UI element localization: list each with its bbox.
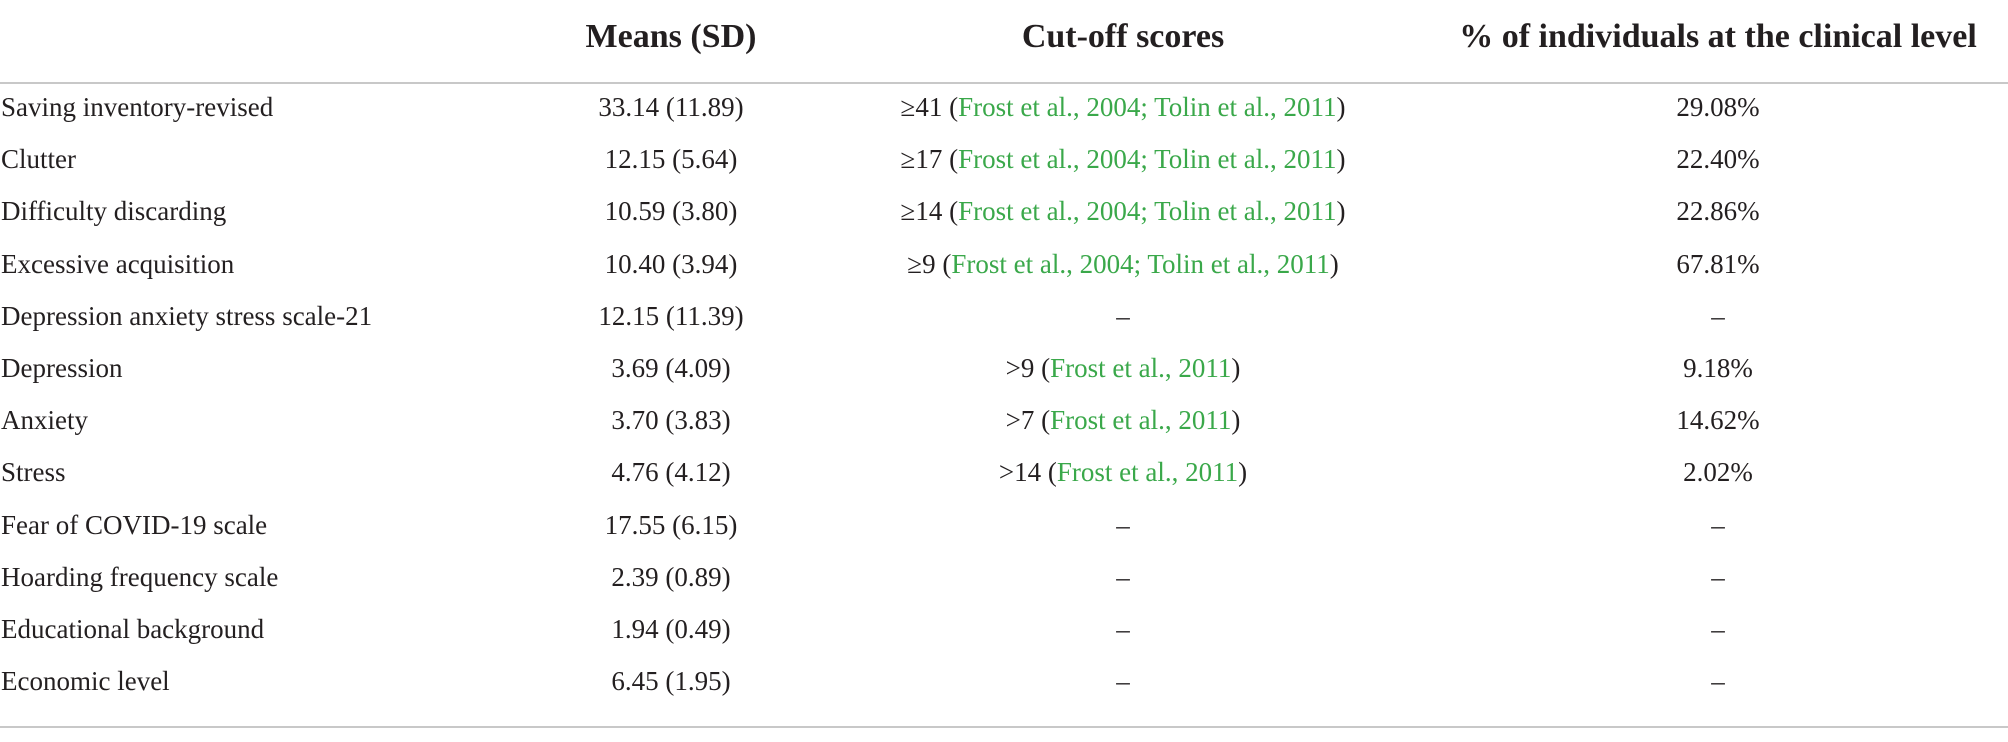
cutoff-prefix: >7 ( — [1005, 405, 1051, 436]
row-label: Clutter — [1, 144, 76, 175]
row-means: 4.76 (4.12) — [611, 457, 731, 488]
table-row: Depression 3.69 (4.09) >9 (Frost et al.,… — [0, 345, 2008, 397]
table-row: Hoarding frequency scale 2.39 (0.89) – – — [0, 554, 2008, 606]
table-row: Difficulty discarding 10.59 (3.80) ≥14 (… — [0, 188, 2008, 240]
row-means: 12.15 (5.64) — [604, 144, 738, 175]
cutoff-suffix: ) — [1336, 92, 1346, 122]
cutoff-prefix: ≥9 ( — [907, 248, 952, 279]
row-cutoff: – — [1116, 301, 1130, 332]
row-means: 3.70 (3.83) — [611, 405, 731, 436]
citation-link[interactable]: Frost et al., 2004; Tolin et al., 2011 — [958, 196, 1337, 227]
row-means: 3.69 (4.09) — [611, 352, 731, 383]
row-percent: – — [1711, 613, 1725, 644]
row-label: Depression — [1, 352, 123, 383]
cutoff-suffix: ) — [1336, 196, 1346, 227]
header-percent-clinical: % of individuals at the clinical level — [1459, 18, 1977, 55]
citation-link[interactable]: Frost et al., 2004; Tolin et al., 2011 — [951, 248, 1330, 279]
row-percent: – — [1711, 300, 1725, 331]
row-label: Difficulty discarding — [1, 196, 227, 227]
row-cutoff: – — [1116, 666, 1130, 697]
cutoff-suffix: ) — [1231, 352, 1241, 383]
row-means: 10.40 (3.94) — [604, 248, 738, 279]
row-percent: 2.02% — [1683, 457, 1753, 488]
row-percent: 22.40% — [1676, 144, 1760, 175]
table-row: Stress 4.76 (4.12) >14 (Frost et al., 20… — [0, 449, 2008, 501]
row-means: 1.94 (0.49) — [611, 613, 731, 644]
cutoff-prefix: ≥17 ( — [900, 144, 959, 175]
table-row: Anxiety 3.70 (3.83) >7 (Frost et al., 20… — [0, 397, 2008, 449]
row-percent: 9.18% — [1683, 352, 1753, 383]
row-label: Depression anxiety stress scale-21 — [1, 300, 373, 331]
row-label: Saving inventory-revised — [1, 92, 274, 122]
row-label: Educational background — [1, 613, 265, 644]
cutoff-prefix: >14 ( — [998, 457, 1057, 488]
row-means: 6.45 (1.95) — [611, 666, 731, 697]
row-means: 10.59 (3.80) — [604, 196, 738, 227]
cutoff-prefix: – — [1116, 300, 1130, 331]
row-means: 12.15 (11.39) — [598, 300, 744, 331]
header-cutoff-scores: Cut-off scores — [1021, 18, 1225, 55]
row-label: Anxiety — [1, 405, 88, 436]
cutoff-prefix: – — [1116, 561, 1130, 592]
row-means: 2.39 (0.89) — [611, 561, 731, 592]
row-percent: – — [1711, 561, 1725, 592]
table-body: Saving inventory-revised 33.14 (11.89) ≥… — [0, 84, 2008, 710]
row-label: Hoarding frequency scale — [1, 561, 279, 592]
row-cutoff: – — [1116, 562, 1130, 593]
row-percent: – — [1711, 666, 1725, 697]
cutoff-suffix: ) — [1329, 248, 1339, 279]
cutoff-suffix: ) — [1238, 457, 1248, 488]
row-cutoff: >7 (Frost et al., 2011) — [1006, 405, 1241, 436]
row-cutoff: ≥41 (Frost et al., 2004; Tolin et al., 2… — [901, 92, 1346, 123]
row-percent: 14.62% — [1676, 405, 1760, 436]
cutoff-suffix: ) — [1231, 405, 1241, 436]
row-cutoff: – — [1116, 614, 1130, 645]
row-percent: 22.86% — [1676, 196, 1760, 227]
row-cutoff: ≥14 (Frost et al., 2004; Tolin et al., 2… — [901, 196, 1346, 227]
row-label: Stress — [1, 457, 66, 488]
citation-link[interactable]: Frost et al., 2011 — [1050, 352, 1232, 383]
cutoff-prefix: ≥41 ( — [900, 92, 959, 122]
row-cutoff: ≥9 (Frost et al., 2004; Tolin et al., 20… — [907, 249, 1338, 280]
cutoff-prefix: ≥14 ( — [900, 196, 959, 227]
cutoff-prefix: – — [1116, 509, 1130, 540]
cutoff-prefix: >9 ( — [1005, 352, 1051, 383]
row-percent: 67.81% — [1676, 248, 1760, 279]
table-row: Fear of COVID-19 scale 17.55 (6.15) – – — [0, 502, 2008, 554]
table-row: Saving inventory-revised 33.14 (11.89) ≥… — [0, 84, 2008, 136]
bottom-rule — [0, 726, 2008, 728]
row-cutoff: >9 (Frost et al., 2011) — [1006, 353, 1241, 384]
row-cutoff: – — [1116, 510, 1130, 541]
table-row: Clutter 12.15 (5.64) ≥17 (Frost et al., … — [0, 136, 2008, 188]
citation-link[interactable]: Frost et al., 2004; Tolin et al., 2011 — [958, 92, 1337, 122]
table-header: Means (SD) Cut-off scores % of individua… — [0, 0, 2008, 84]
row-percent: 29.08% — [1676, 92, 1760, 122]
cutoff-prefix: – — [1116, 666, 1130, 697]
citation-link[interactable]: Frost et al., 2011 — [1056, 457, 1239, 488]
row-cutoff: >14 (Frost et al., 2011) — [999, 457, 1247, 488]
cutoff-prefix: – — [1116, 613, 1130, 644]
row-cutoff: ≥17 (Frost et al., 2004; Tolin et al., 2… — [901, 144, 1346, 175]
table-row: Depression anxiety stress scale-21 12.15… — [0, 293, 2008, 345]
table-row: Educational background 1.94 (0.49) – – — [0, 606, 2008, 658]
table-row: Excessive acquisition 10.40 (3.94) ≥9 (F… — [0, 241, 2008, 293]
row-label: Economic level — [1, 666, 170, 697]
row-label: Excessive acquisition — [1, 248, 235, 279]
table-row: Economic level 6.45 (1.95) – – — [0, 658, 2008, 710]
row-percent: – — [1711, 509, 1725, 540]
row-means: 17.55 (6.15) — [604, 509, 738, 540]
row-label: Fear of COVID-19 scale — [1, 509, 268, 540]
row-means: 33.14 (11.89) — [598, 92, 744, 122]
header-means: Means (SD) — [585, 18, 757, 55]
citation-link[interactable]: Frost et al., 2011 — [1050, 405, 1232, 436]
cutoff-suffix: ) — [1336, 144, 1346, 175]
citation-link[interactable]: Frost et al., 2004; Tolin et al., 2011 — [958, 144, 1337, 175]
